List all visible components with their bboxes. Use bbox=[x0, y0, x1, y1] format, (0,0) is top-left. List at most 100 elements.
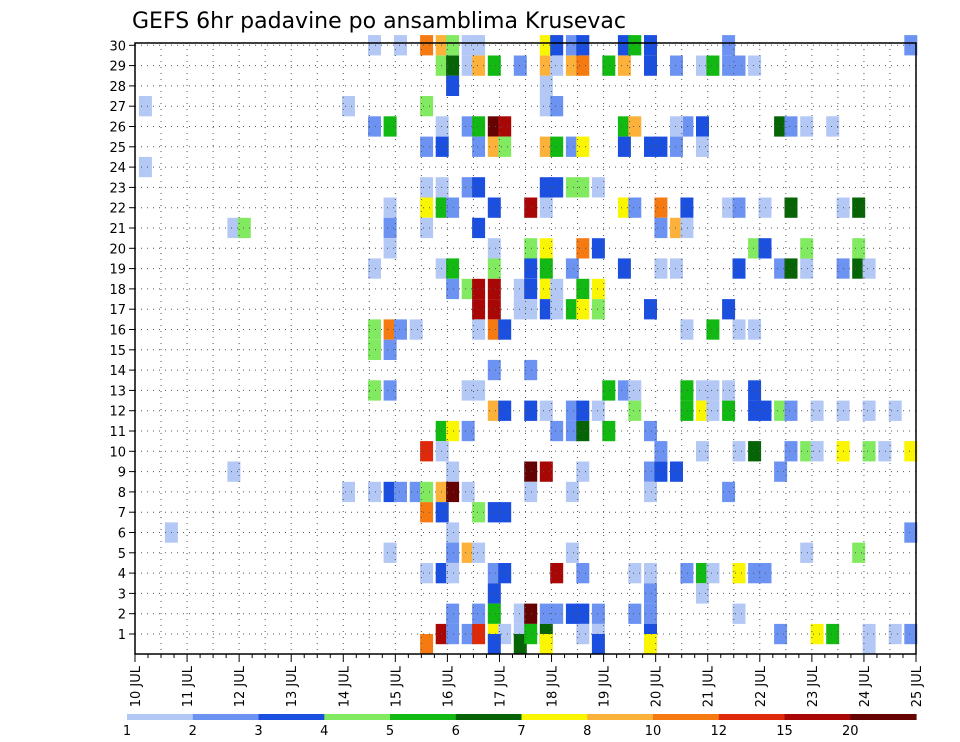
colorbar-swatch bbox=[455, 714, 523, 720]
heatmap-cell bbox=[550, 299, 564, 320]
heatmap-cell bbox=[472, 299, 486, 320]
heatmap-cell bbox=[420, 502, 434, 523]
heatmap-cell bbox=[539, 603, 553, 624]
colorbar-swatch bbox=[390, 714, 457, 720]
heatmap-cell bbox=[513, 603, 527, 624]
heatmap-cell bbox=[722, 380, 736, 401]
heatmap-cell bbox=[446, 75, 460, 96]
heatmap-cell bbox=[576, 461, 590, 482]
heatmap-cell bbox=[644, 136, 657, 157]
heatmap-cell bbox=[784, 116, 798, 137]
colorbar-swatch bbox=[850, 714, 917, 720]
y-axis-ticks: 1234567891011121314151617181920212223242… bbox=[109, 39, 135, 643]
heatmap-cell bbox=[435, 136, 449, 157]
heatmap-cell bbox=[722, 481, 736, 503]
heatmap-cell bbox=[368, 481, 381, 503]
heatmap-cell bbox=[435, 502, 449, 523]
heatmap-cell bbox=[732, 603, 746, 624]
heatmap-cell bbox=[784, 441, 798, 462]
heatmap-cell bbox=[810, 441, 824, 462]
heatmap-cell bbox=[706, 563, 720, 584]
heatmap-cell bbox=[487, 319, 501, 340]
heatmap-cell bbox=[524, 278, 538, 300]
heatmap-cell bbox=[383, 116, 397, 137]
heatmap-cell bbox=[487, 502, 501, 523]
heatmap-cell bbox=[539, 634, 553, 655]
heatmap-cell bbox=[461, 420, 475, 442]
heatmap-cell bbox=[696, 563, 709, 584]
heatmap-cell bbox=[461, 481, 475, 503]
heatmap-cell bbox=[550, 563, 564, 584]
colorbar-label: 1 bbox=[123, 724, 131, 739]
heatmap-cell bbox=[696, 583, 709, 604]
heatmap-cell bbox=[696, 55, 709, 76]
y-tick-label: 22 bbox=[109, 202, 126, 217]
heatmap-cell bbox=[539, 136, 553, 157]
y-tick-label: 23 bbox=[109, 181, 126, 196]
heatmap-cell bbox=[670, 258, 683, 279]
heatmap-cell bbox=[383, 197, 397, 218]
heatmap-cell bbox=[446, 603, 460, 624]
heatmap-cell bbox=[524, 623, 538, 645]
heatmap-cell bbox=[576, 278, 590, 300]
heatmap-cell bbox=[722, 299, 736, 320]
colorbar-label: 15 bbox=[776, 724, 793, 739]
heatmap-cell bbox=[680, 319, 694, 340]
heatmap-cell bbox=[487, 603, 501, 624]
heatmap-cell bbox=[644, 583, 657, 604]
heatmap-cell bbox=[461, 55, 475, 76]
heatmap-cell bbox=[591, 400, 605, 421]
heatmap-cell bbox=[472, 502, 486, 523]
heatmap-cell bbox=[617, 35, 631, 56]
heatmap-cell bbox=[420, 217, 434, 239]
heatmap-cell bbox=[628, 197, 642, 218]
heatmap-cell bbox=[722, 197, 736, 218]
heatmap-cell bbox=[576, 603, 590, 624]
heatmap-cell bbox=[227, 217, 241, 239]
heatmap-cell bbox=[383, 542, 397, 563]
heatmap-cell bbox=[565, 542, 579, 563]
heatmap-cell bbox=[550, 603, 564, 624]
heatmap-cell bbox=[420, 481, 434, 503]
heatmap-cell bbox=[472, 217, 486, 239]
heatmap-cell bbox=[539, 258, 553, 279]
heatmap-cell bbox=[617, 55, 631, 76]
heatmap-cell bbox=[550, 278, 564, 300]
colorbar-swatch bbox=[718, 714, 786, 720]
heatmap-cell bbox=[368, 319, 381, 340]
heatmap-cell bbox=[487, 258, 501, 279]
heatmap-cell bbox=[446, 35, 460, 56]
colorbar-label: 7 bbox=[517, 724, 525, 739]
heatmap-cell bbox=[435, 197, 449, 218]
heatmap-cell bbox=[368, 116, 381, 137]
heatmap-cell bbox=[565, 420, 579, 442]
y-tick-label: 8 bbox=[118, 486, 126, 501]
y-tick-label: 21 bbox=[109, 222, 126, 237]
heatmap-cell bbox=[852, 197, 866, 218]
heatmap-cell bbox=[774, 400, 788, 421]
heatmap-cell bbox=[644, 481, 657, 503]
heatmap-cell bbox=[904, 522, 918, 543]
heatmap-cell bbox=[565, 299, 579, 320]
y-tick-label: 30 bbox=[109, 39, 126, 54]
heatmap-cell bbox=[732, 55, 746, 76]
heatmap-cell bbox=[383, 339, 397, 360]
heatmap-cell bbox=[513, 278, 527, 300]
heatmap-cell bbox=[826, 116, 840, 137]
heatmap-cell bbox=[472, 319, 486, 340]
heatmap-cell bbox=[800, 258, 814, 279]
colorbar-legend: 1 2 3 4 5 6 7 8 10 12 15 20 bbox=[123, 714, 917, 739]
heatmap-cell bbox=[628, 563, 642, 584]
heatmap-cell bbox=[800, 116, 814, 137]
heatmap-cell bbox=[435, 258, 449, 279]
heatmap-cell bbox=[237, 217, 251, 239]
heatmap-cell bbox=[576, 177, 590, 198]
colorbar-label: 4 bbox=[320, 724, 328, 739]
heatmap-cell bbox=[644, 55, 657, 76]
heatmap-cell bbox=[539, 299, 553, 320]
heatmap-cell bbox=[800, 441, 814, 462]
colorbar-label: 20 bbox=[842, 724, 859, 739]
heatmap-cell bbox=[810, 400, 824, 421]
heatmap-cell bbox=[487, 359, 501, 381]
x-tick-label: 13 JUL bbox=[285, 665, 300, 707]
